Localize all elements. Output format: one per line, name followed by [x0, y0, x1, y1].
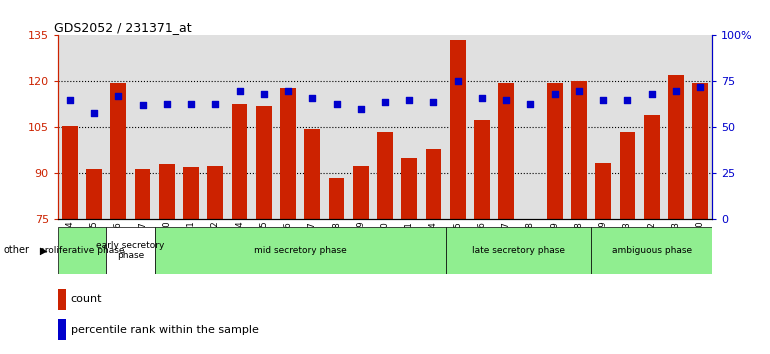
Text: other: other [4, 245, 30, 256]
Bar [571, 81, 587, 219]
Point [233, 88, 246, 93]
Point [379, 99, 391, 104]
Bar [159, 164, 175, 219]
Bar [401, 158, 417, 219]
Bar [353, 166, 369, 219]
Bar [135, 169, 150, 219]
Text: count: count [71, 295, 102, 304]
Text: ambiguous phase: ambiguous phase [611, 246, 691, 255]
Bar [280, 87, 296, 219]
Point [136, 103, 149, 108]
Text: proliferative phase: proliferative phase [39, 246, 125, 255]
Point [670, 88, 682, 93]
Bar [474, 120, 490, 219]
Point [64, 97, 76, 103]
Bar [446, 227, 591, 274]
Point [258, 91, 270, 97]
Point [355, 106, 367, 112]
Text: GDS2052 / 231371_at: GDS2052 / 231371_at [55, 21, 192, 34]
Point [88, 110, 100, 115]
Text: ▶: ▶ [40, 245, 48, 256]
Point [548, 91, 561, 97]
Bar [547, 83, 563, 219]
Bar [426, 149, 441, 219]
Bar [620, 132, 635, 219]
Bar [692, 83, 708, 219]
Bar [377, 132, 393, 219]
Bar [207, 166, 223, 219]
Point [282, 88, 294, 93]
Bar [595, 163, 611, 219]
Bar [58, 227, 106, 274]
Point [209, 101, 222, 106]
Bar [304, 129, 320, 219]
Bar [183, 167, 199, 219]
Point [185, 101, 197, 106]
Point [112, 93, 125, 99]
Text: mid secretory phase: mid secretory phase [254, 246, 346, 255]
Point [427, 99, 440, 104]
Bar [256, 106, 272, 219]
Point [524, 101, 537, 106]
Bar [58, 289, 66, 310]
Point [694, 84, 706, 90]
Bar [668, 75, 684, 219]
Bar [450, 40, 466, 219]
Text: early secretory
phase: early secretory phase [96, 241, 165, 260]
Point [306, 95, 319, 101]
Bar [329, 178, 344, 219]
Bar [498, 83, 514, 219]
Point [161, 101, 173, 106]
Bar [86, 169, 102, 219]
Point [621, 97, 634, 103]
Text: percentile rank within the sample: percentile rank within the sample [71, 325, 259, 335]
Bar [591, 227, 712, 274]
Bar [232, 104, 247, 219]
Bar [155, 227, 446, 274]
Point [573, 88, 585, 93]
Point [645, 91, 658, 97]
Bar [644, 115, 660, 219]
Bar [62, 126, 78, 219]
Point [403, 97, 415, 103]
Point [500, 97, 512, 103]
Bar [110, 83, 126, 219]
Point [330, 101, 343, 106]
Point [451, 79, 464, 84]
Bar [58, 319, 66, 341]
Bar [106, 227, 155, 274]
Point [476, 95, 488, 101]
Text: late secretory phase: late secretory phase [472, 246, 565, 255]
Point [597, 97, 609, 103]
